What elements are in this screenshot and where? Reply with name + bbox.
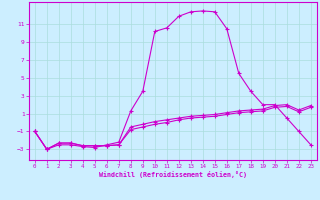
X-axis label: Windchill (Refroidissement éolien,°C): Windchill (Refroidissement éolien,°C) [99, 171, 247, 178]
